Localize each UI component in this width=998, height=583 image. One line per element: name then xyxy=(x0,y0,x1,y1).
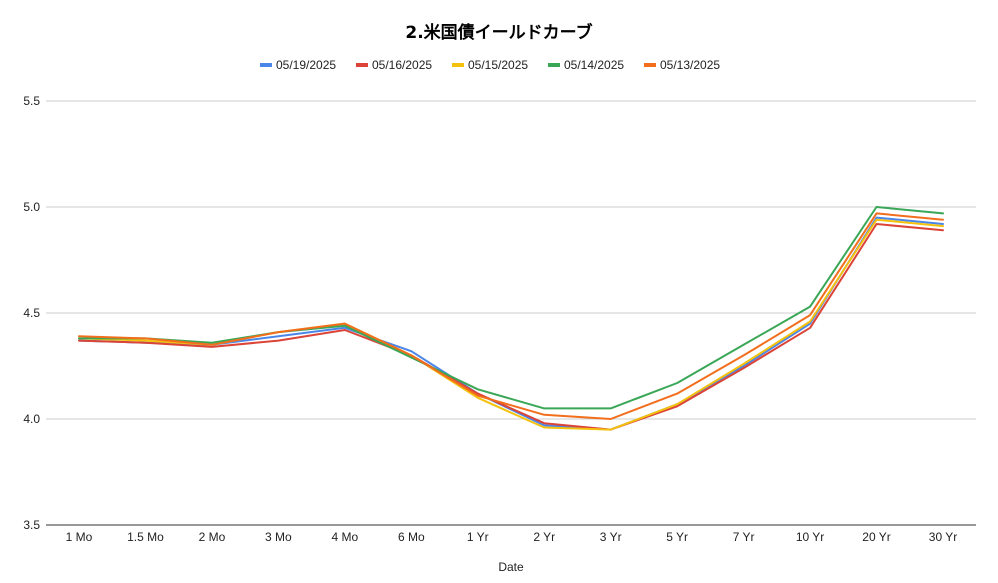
legend-swatch xyxy=(644,63,656,67)
x-tick-label: 30 Yr xyxy=(929,530,957,544)
x-tick-label: 1 Yr xyxy=(467,530,489,544)
y-tick-label: 5.5 xyxy=(23,94,40,108)
legend: 05/19/2025 05/16/2025 05/15/2025 05/14/2025… xyxy=(260,58,720,72)
x-tick-label: 20 Yr xyxy=(862,530,890,544)
y-tick-label: 5.0 xyxy=(23,200,40,214)
series-lines xyxy=(78,206,944,431)
x-tick-label: 5 Yr xyxy=(666,530,688,544)
y-tick-label: 4.0 xyxy=(23,412,40,426)
series-line-05-16-2025 xyxy=(78,223,944,431)
legend-swatch xyxy=(548,63,560,67)
x-tick-label: 7 Yr xyxy=(733,530,755,544)
legend-swatch xyxy=(260,63,272,67)
x-tick-label: 1.5 Mo xyxy=(127,530,164,544)
legend-label: 05/14/2025 xyxy=(564,58,624,72)
x-tick-label: 2 Mo xyxy=(199,530,226,544)
chart-title: 2.米国債イールドカーブ xyxy=(405,22,592,43)
x-tick-label: 2 Yr xyxy=(533,530,555,544)
series-line-05-14-2025 xyxy=(78,206,944,410)
y-tick-label: 3.5 xyxy=(23,518,40,532)
x-tick-label: 1 Mo xyxy=(66,530,93,544)
legend-item: 05/16/2025 xyxy=(356,58,432,72)
legend-label: 05/16/2025 xyxy=(372,58,432,72)
x-tick-label: 6 Mo xyxy=(398,530,425,544)
x-tick-label: 3 Mo xyxy=(265,530,292,544)
y-tick-label: 4.5 xyxy=(23,306,40,320)
y-axis-ticks: 3.5 4.0 4.5 5.0 5.5 xyxy=(23,94,40,532)
series-line-05-13-2025 xyxy=(78,212,944,420)
legend-item: 05/13/2025 xyxy=(644,58,720,72)
legend-item: 05/15/2025 xyxy=(452,58,528,72)
legend-label: 05/15/2025 xyxy=(468,58,528,72)
legend-label: 05/19/2025 xyxy=(276,58,336,72)
legend-swatch xyxy=(356,63,368,67)
x-tick-label: 3 Yr xyxy=(600,530,622,544)
x-axis-ticks: 1 Mo 1.5 Mo 2 Mo 3 Mo 4 Mo 6 Mo 1 Yr 2 Yr 3 Yr 5 … xyxy=(66,530,958,544)
x-tick-label: 4 Mo xyxy=(332,530,359,544)
x-tick-label: 10 Yr xyxy=(796,530,824,544)
legend-swatch xyxy=(452,63,464,67)
x-axis-title: Date xyxy=(498,560,524,574)
legend-item: 05/14/2025 xyxy=(548,58,624,72)
gridlines xyxy=(46,100,976,420)
legend-item: 05/19/2025 xyxy=(260,58,336,72)
legend-label: 05/13/2025 xyxy=(660,58,720,72)
